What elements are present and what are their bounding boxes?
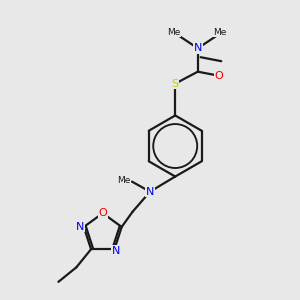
Text: N: N	[112, 245, 120, 256]
Text: S: S	[172, 79, 179, 88]
Text: O: O	[214, 71, 223, 81]
Text: Me: Me	[117, 176, 130, 185]
Text: N: N	[146, 187, 154, 197]
Text: O: O	[98, 208, 107, 218]
Text: N: N	[194, 43, 202, 53]
Text: Me: Me	[213, 28, 226, 37]
Text: Me: Me	[167, 28, 181, 37]
Text: N: N	[76, 222, 84, 232]
